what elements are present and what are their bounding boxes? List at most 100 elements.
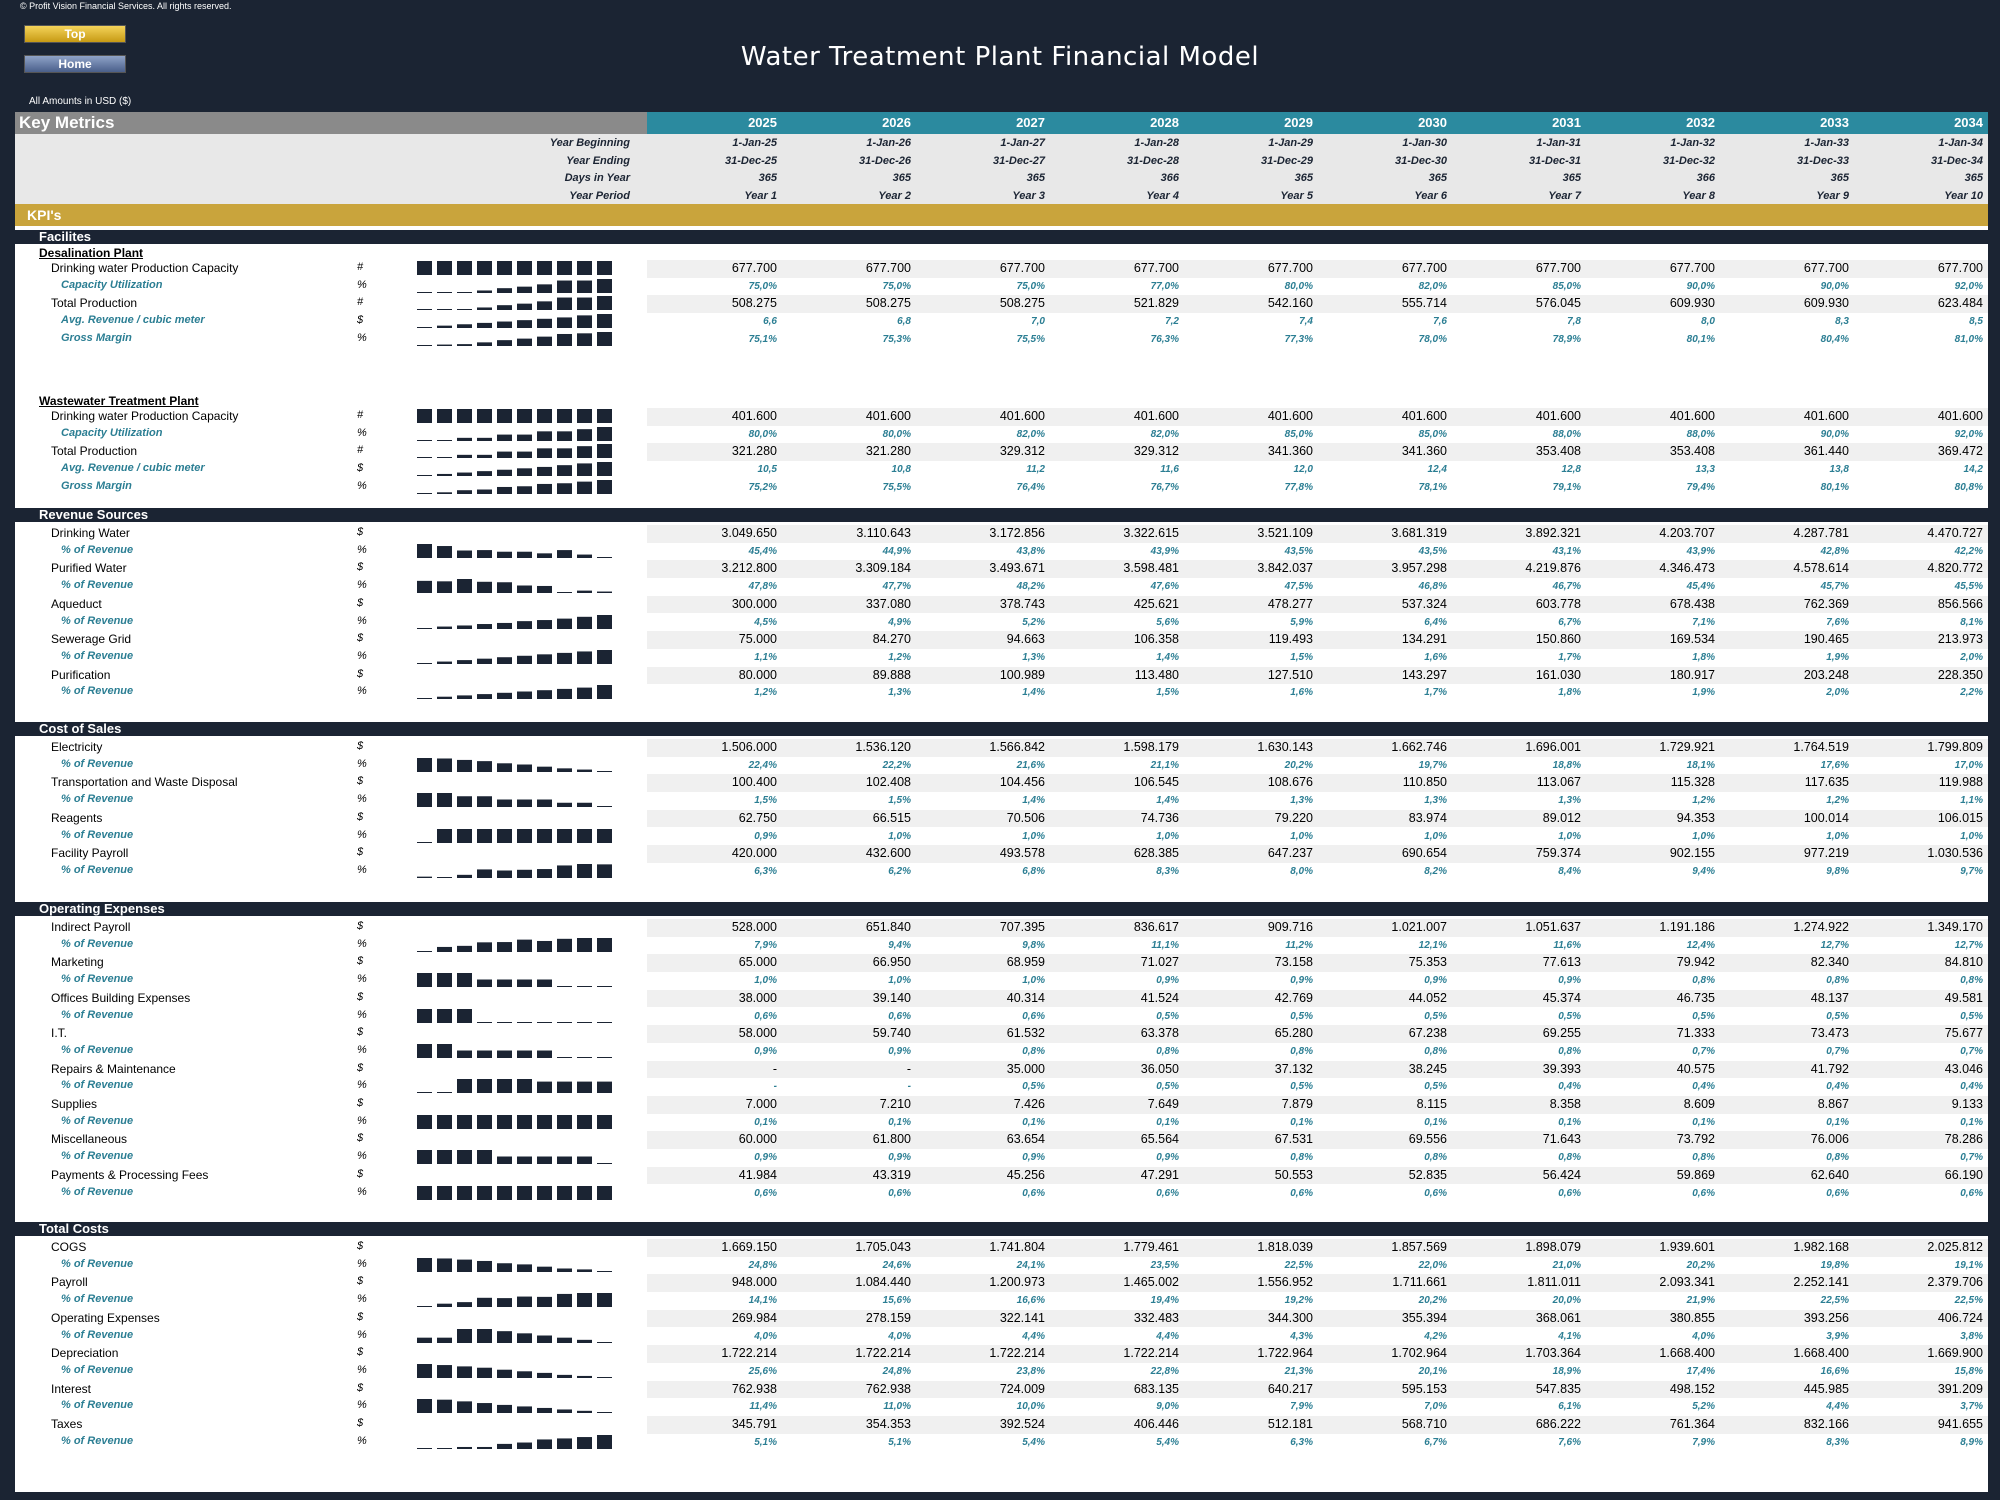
cell-value[interactable]: 542.160 (1267, 296, 1313, 311)
cell-value[interactable]: 161.030 (1535, 667, 1581, 682)
cell-value[interactable]: 113.480 (1134, 667, 1179, 682)
cell-value[interactable]: 1.668.400 (1659, 1346, 1715, 1361)
cell-value[interactable]: 0,6% (1826, 1187, 1849, 1199)
cell-value[interactable]: 62.750 (738, 810, 777, 825)
cell-value[interactable]: 1.703.364 (1525, 1346, 1581, 1361)
cell-value[interactable]: 1,3% (1558, 795, 1581, 807)
cell-value[interactable]: 11,4% (749, 1401, 777, 1413)
cell-value[interactable]: 1,2% (888, 651, 911, 663)
cell-value[interactable]: 401.600 (731, 409, 777, 423)
cell-value[interactable]: 647.237 (1267, 846, 1313, 861)
cell-value[interactable]: 0,6% (754, 1187, 777, 1199)
cell-value[interactable]: 44,9% (882, 545, 911, 557)
cell-value[interactable]: 1.556.952 (1257, 1275, 1313, 1290)
cell-value[interactable]: 3.212.800 (721, 561, 777, 576)
cell-value[interactable]: 94.663 (1006, 632, 1045, 647)
cell-value[interactable]: 269.984 (731, 1310, 777, 1325)
cell-value[interactable]: 300.000 (731, 596, 777, 611)
cell-value[interactable]: 9.133 (1951, 1097, 1983, 1111)
cell-value[interactable]: 0,6% (1022, 1187, 1045, 1199)
cell-value[interactable]: 977.219 (1803, 846, 1849, 861)
cell-value[interactable]: 1,3% (1290, 795, 1313, 807)
cell-value[interactable]: 0,9% (754, 1152, 777, 1164)
cell-value[interactable]: 50.553 (1274, 1167, 1313, 1182)
cell-value[interactable]: 47.291 (1140, 1167, 1179, 1182)
cell-value[interactable]: 1,0% (1826, 830, 1849, 842)
cell-value[interactable]: 89.888 (872, 667, 911, 682)
cell-value[interactable]: 3,7% (1960, 1401, 1983, 1413)
cell-value[interactable]: 10,8 (891, 464, 911, 476)
cell-value[interactable]: 76,7% (1150, 481, 1179, 493)
cell-value[interactable]: 8,0% (1290, 865, 1313, 877)
cell-value[interactable]: 0,9% (1022, 1152, 1045, 1164)
cell-value[interactable]: 380.855 (1669, 1310, 1715, 1325)
cell-value[interactable]: 80,1% (1686, 333, 1715, 345)
cell-value[interactable]: 80,0% (748, 428, 777, 440)
cell-value[interactable]: 278.159 (865, 1310, 911, 1325)
cell-value[interactable]: 8,1% (1960, 616, 1983, 628)
cell-value[interactable]: 22,5% (1284, 1259, 1313, 1271)
cell-value[interactable]: 2.093.341 (1659, 1275, 1715, 1290)
cell-value[interactable]: 0,9% (888, 1045, 911, 1057)
cell-value[interactable]: 0,9% (888, 1152, 911, 1164)
cell-value[interactable]: 77,0% (1150, 280, 1179, 292)
cell-value[interactable]: 1.982.168 (1793, 1240, 1849, 1254)
cell-value[interactable]: 119.493 (1268, 632, 1313, 647)
cell-value[interactable]: 7,9% (1290, 1401, 1313, 1413)
cell-value[interactable]: 337.080 (865, 596, 911, 611)
cell-value[interactable]: 0,5% (1156, 1081, 1179, 1093)
cell-value[interactable]: 77,8% (1284, 481, 1313, 493)
cell-value[interactable]: 13,3 (1695, 464, 1715, 476)
cell-value[interactable]: 79.942 (1676, 955, 1715, 970)
cell-value[interactable]: 7,6 (1433, 316, 1447, 328)
cell-value[interactable]: 1,4% (1022, 795, 1045, 807)
cell-value[interactable]: 78,0% (1418, 333, 1447, 345)
cell-value[interactable]: 0,4% (1826, 1081, 1849, 1093)
cell-value[interactable]: 15,8% (1954, 1365, 1983, 1377)
cell-value[interactable]: 45.374 (1542, 990, 1581, 1005)
cell-value[interactable]: 1.811.011 (1527, 1275, 1581, 1290)
cell-value[interactable]: 528.000 (731, 920, 777, 934)
cell-value[interactable]: 63.654 (1006, 1132, 1045, 1147)
cell-value[interactable]: 0,7% (1692, 1045, 1715, 1057)
cell-value[interactable]: 39.393 (1542, 1061, 1581, 1076)
cell-value[interactable]: 1.506.000 (721, 740, 777, 754)
cell-value[interactable]: 2.025.812 (1927, 1240, 1983, 1254)
cell-value[interactable]: 100.400 (731, 775, 777, 790)
cell-value[interactable]: 420.000 (731, 846, 777, 861)
cell-value[interactable]: 90,0% (1820, 280, 1849, 292)
cell-value[interactable]: 341.360 (1267, 444, 1313, 459)
cell-value[interactable]: 1.200.973 (989, 1275, 1045, 1290)
cell-value[interactable]: 52.835 (1408, 1167, 1447, 1182)
cell-value[interactable]: 6,8 (897, 316, 911, 328)
cell-value[interactable]: 344.300 (1267, 1310, 1313, 1325)
cell-value[interactable]: 1,3% (1022, 651, 1045, 663)
cell-value[interactable]: 1,8% (1692, 651, 1715, 663)
cell-value[interactable]: 73.158 (1274, 955, 1313, 970)
cell-value[interactable]: 48.137 (1810, 990, 1849, 1005)
cell-value[interactable]: 75,5% (1016, 333, 1045, 345)
cell-value[interactable]: 47,8% (748, 581, 777, 593)
cell-value[interactable]: 5,2% (1022, 616, 1045, 628)
cell-value[interactable]: 1.566.842 (989, 740, 1045, 754)
cell-value[interactable]: 24,8% (748, 1259, 777, 1271)
cell-value[interactable]: 3.322.615 (1123, 526, 1179, 540)
cell-value[interactable]: 69.556 (1408, 1132, 1447, 1147)
cell-value[interactable]: 9,0% (1156, 1401, 1179, 1413)
cell-value[interactable]: 355.394 (1401, 1310, 1447, 1325)
cell-value[interactable]: 43.046 (1944, 1061, 1983, 1076)
cell-value[interactable]: 21,0% (1552, 1259, 1581, 1271)
cell-value[interactable]: 85,0% (1284, 428, 1313, 440)
cell-value[interactable]: 16,6% (1016, 1295, 1045, 1307)
cell-value[interactable]: 0,9% (754, 1045, 777, 1057)
cell-value[interactable]: 1.705.043 (855, 1240, 911, 1254)
cell-value[interactable]: 21,3% (1284, 1365, 1313, 1377)
cell-value[interactable]: 41.524 (1140, 990, 1179, 1005)
cell-value[interactable]: 6,4% (1424, 616, 1447, 628)
cell-value[interactable]: 0,4% (1558, 1081, 1581, 1093)
cell-value[interactable]: 401.600 (865, 409, 911, 423)
cell-value[interactable]: 73.792 (1676, 1132, 1715, 1147)
cell-value[interactable]: 0,4% (1692, 1081, 1715, 1093)
cell-value[interactable]: 1,0% (1290, 830, 1313, 842)
cell-value[interactable]: 0,9% (1156, 975, 1179, 987)
